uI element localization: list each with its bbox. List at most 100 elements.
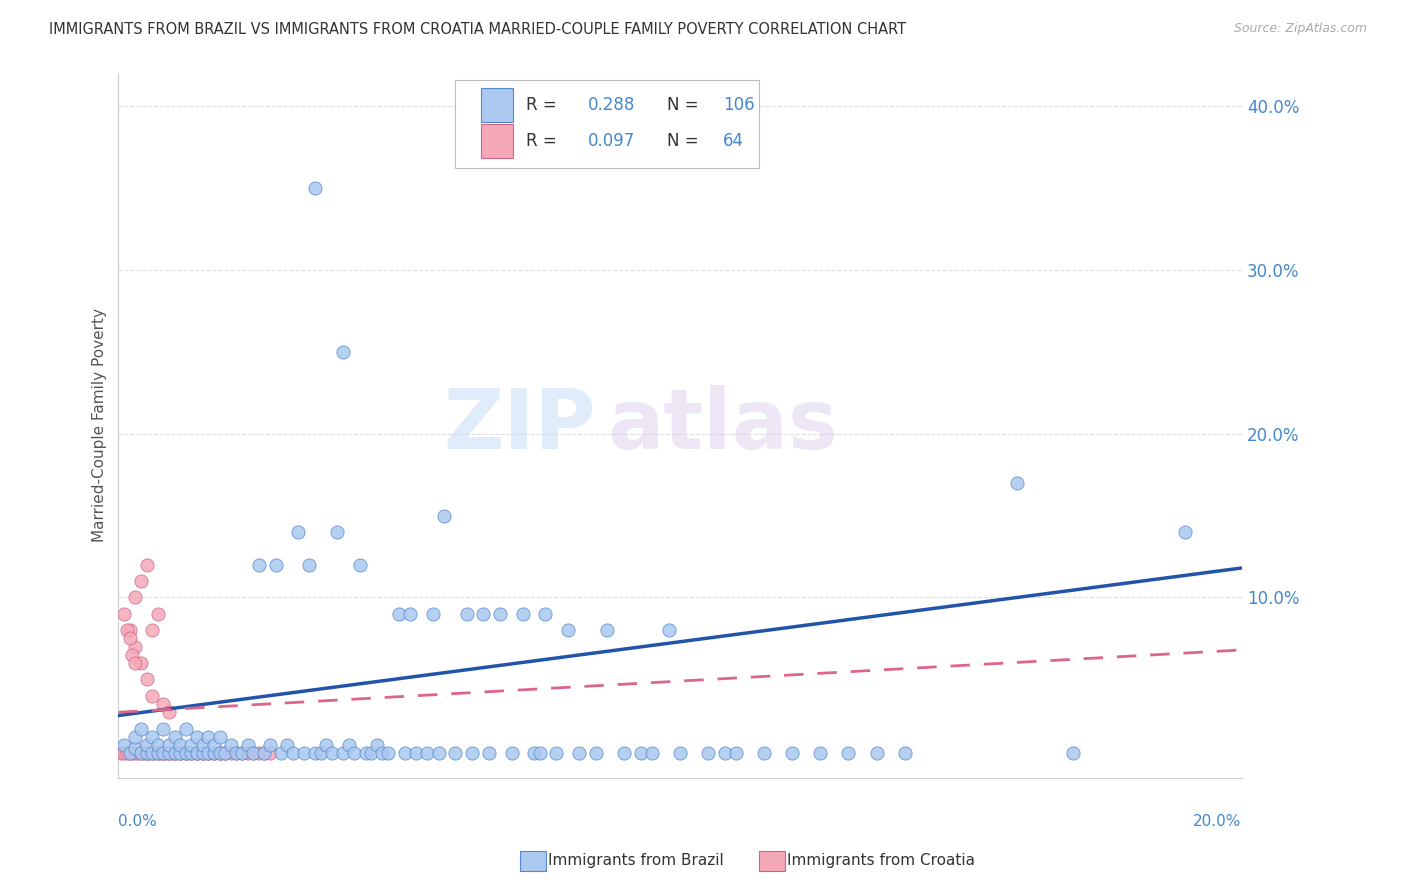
FancyBboxPatch shape [481,124,513,158]
Point [808,746,831,760]
Point [180,746,202,760]
Point [208,730,231,744]
Point [1174,524,1197,539]
Point [219,746,242,760]
Text: Source: ZipAtlas.com: Source: ZipAtlas.com [1233,22,1367,36]
Point [118,632,141,646]
Point [129,574,152,588]
Point [557,624,579,638]
Point [754,746,776,760]
Point [141,746,163,760]
Text: Immigrants from Brazil: Immigrants from Brazil [548,854,724,868]
Point [174,722,197,736]
Point [225,746,247,760]
Point [135,673,157,687]
Point [180,738,202,752]
Point [115,624,138,638]
Point [292,746,315,760]
Point [326,524,349,539]
Point [641,746,664,760]
Point [197,746,219,760]
Point [281,746,304,760]
Point [231,746,253,760]
Point [427,746,450,760]
Point [253,746,276,760]
Point [208,746,231,760]
Point [110,746,132,760]
Point [309,746,332,760]
Point [163,746,186,760]
Point [146,746,169,760]
FancyBboxPatch shape [481,87,513,121]
Text: 0.288: 0.288 [588,95,636,113]
Point [349,558,371,572]
Point [121,746,143,760]
Point [124,591,146,605]
Point [236,738,259,752]
Point [129,656,152,670]
Point [1005,475,1028,490]
Point [169,746,191,760]
Point [501,746,523,760]
Text: 0.0%: 0.0% [118,814,157,829]
Point [360,746,382,760]
Point [146,738,169,752]
Text: 64: 64 [723,132,744,151]
Point [371,746,394,760]
Point [259,738,281,752]
Point [315,738,337,752]
Point [202,746,225,760]
Point [146,607,169,621]
Point [135,746,157,760]
Point [202,746,225,760]
Point [242,746,264,760]
Point [1062,746,1084,760]
Point [697,746,720,760]
Point [394,746,416,760]
Point [658,624,681,638]
Point [247,558,270,572]
Point [202,738,225,752]
Point [163,746,186,760]
Point [143,746,166,760]
Point [865,746,887,760]
Point [132,746,155,760]
Text: 20.0%: 20.0% [1194,814,1241,829]
Point [118,746,141,760]
Point [112,738,135,752]
Point [138,746,160,760]
Point [377,746,399,760]
Point [155,746,177,760]
Point [512,607,534,621]
Point [529,746,551,760]
Point [321,746,343,760]
Text: Immigrants from Croatia: Immigrants from Croatia [787,854,976,868]
Point [461,746,484,760]
Point [180,746,202,760]
Text: R =: R = [526,132,557,151]
Point [669,746,692,760]
Text: IMMIGRANTS FROM BRAZIL VS IMMIGRANTS FROM CROATIA MARRIED-COUPLE FAMILY POVERTY : IMMIGRANTS FROM BRAZIL VS IMMIGRANTS FRO… [49,22,907,37]
Point [534,607,557,621]
Point [433,508,456,523]
Point [366,738,388,752]
Point [332,746,354,760]
Point [202,746,225,760]
Point [725,746,748,760]
Point [157,738,180,752]
Point [208,746,231,760]
Point [129,722,152,736]
Point [141,624,163,638]
Point [124,656,146,670]
Y-axis label: Married-Couple Family Poverty: Married-Couple Family Poverty [93,309,107,542]
Point [208,746,231,760]
Point [388,607,411,621]
Point [546,746,568,760]
Point [405,746,427,760]
Point [163,746,186,760]
Point [298,558,321,572]
Point [332,344,354,359]
Point [399,607,422,621]
Text: ZIP: ZIP [443,384,596,466]
Point [169,738,191,752]
